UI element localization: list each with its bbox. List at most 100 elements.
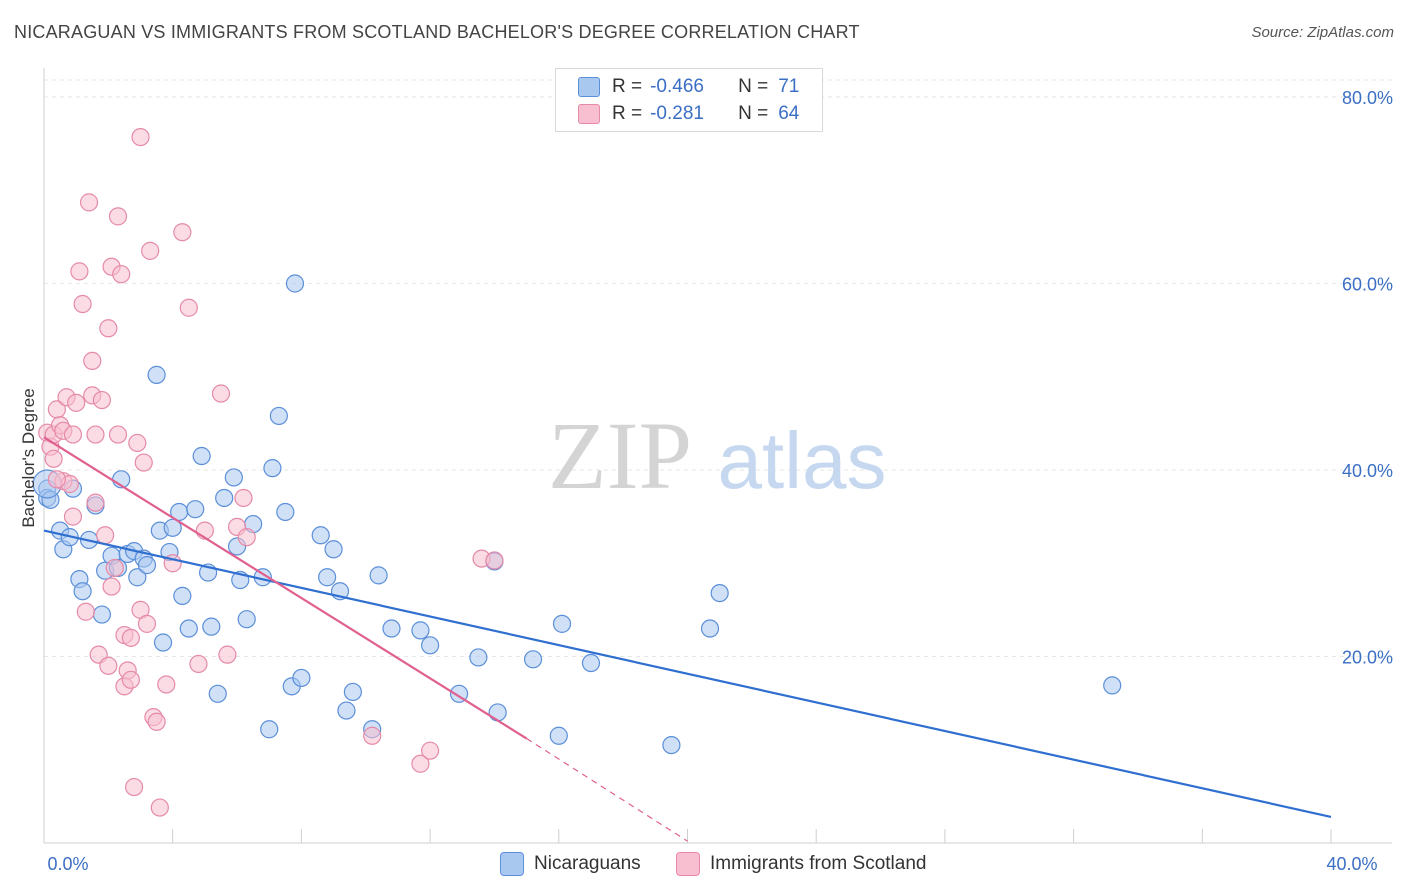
data-point [469,648,488,667]
data-point [581,653,601,673]
y-tick-label: 80.0% [1342,88,1393,108]
x-tick-label-min: 0.0% [47,854,88,874]
data-point [179,298,198,317]
legend-label-scotland: Immigrants from Scotland [710,853,927,874]
data-point [202,617,221,636]
data-point [343,682,362,702]
data-point [260,720,279,739]
data-point [99,656,118,675]
data-point [700,619,720,638]
watermark-zip: ZIP [548,402,692,509]
data-point [163,518,182,537]
legend-r-label: R = [612,76,643,97]
gridlines [44,79,1392,657]
data-point [337,701,356,720]
data-point [173,586,192,605]
data-point [710,583,729,603]
y-axis-label: Bachelor's Degree [19,388,38,527]
axes [43,68,1392,844]
watermark: ZIP atlas [548,402,886,509]
data-point [86,425,105,444]
y-tick-label: 20.0% [1342,648,1393,668]
data-point [211,384,231,403]
data-point [237,610,256,629]
data-point [128,433,147,453]
legend-swatch-pink [578,104,600,124]
data-point [105,558,124,578]
data-point [102,577,121,596]
data-point [311,526,330,545]
data-point [215,488,234,508]
legend-swatch-blue [500,852,524,876]
data-point [112,265,131,284]
data-point [76,602,95,621]
data-point [147,365,166,384]
data-point [99,319,118,338]
data-point [47,470,66,489]
data-point [189,654,208,674]
data-point [382,619,401,638]
data-point [83,351,102,370]
data-point [411,754,430,773]
legend-item-nicaraguans[interactable]: Nicaraguans [500,852,641,876]
data-point [73,582,92,601]
data-point [552,614,572,633]
data-point [96,526,115,545]
data-point [63,507,83,526]
data-point [662,735,681,755]
watermark-atlas: atlas [718,416,887,505]
data-point [147,712,166,731]
data-point [549,726,568,745]
data-point [369,566,388,585]
series-nicaraguans [32,274,1122,755]
data-point [137,614,157,633]
legend-swatch-blue [578,77,600,97]
data-point [488,703,507,722]
legend-r-value: -0.281 [650,103,704,124]
data-point [234,488,253,508]
trend-line-extrapolated [526,738,688,842]
data-point [157,675,176,694]
data-point [224,468,243,487]
data-point [108,425,128,444]
data-point [411,621,430,640]
trend-line [43,529,1332,818]
data-point [208,684,227,703]
data-point [485,551,504,570]
x-tick-labels: 0.0% 40.0% [47,854,1377,874]
legend-label-nicaraguans: Nicaraguans [534,853,641,874]
data-point [137,556,157,575]
data-point [141,241,160,260]
y-tick-label: 40.0% [1342,461,1393,481]
legend-n-value: 64 [778,103,800,124]
legend-row-nicaraguans: R = -0.466 N = 71 [578,75,799,99]
series-legend: Nicaraguans Immigrants from Scotland [0,852,1406,878]
source-note: Source: ZipAtlas.com [1251,24,1394,41]
data-point [318,568,337,587]
data-point [86,493,105,512]
data-point [121,628,140,647]
data-point [44,449,63,468]
legend-n-value: 71 [778,76,800,97]
data-point [173,223,192,242]
trend-line [43,436,528,740]
data-point [150,798,169,817]
legend-item-scotland[interactable]: Immigrants from Scotland [676,852,926,876]
data-point [237,528,256,547]
series-scotland [38,127,504,817]
data-point [263,459,282,478]
legend-n-label: N = [738,76,769,97]
data-point [186,500,205,519]
legend-swatch-pink [676,852,700,876]
data-point [1103,676,1122,695]
data-point [79,193,99,212]
legend-r-label: R = [612,103,643,124]
data-point [67,393,86,412]
data-point [92,605,112,624]
y-tick-labels: 20.0% 40.0% 60.0% 80.0% [1342,88,1393,668]
data-point [523,650,543,669]
data-point [131,127,150,147]
data-point [285,274,305,293]
trend-lines [43,436,1332,842]
